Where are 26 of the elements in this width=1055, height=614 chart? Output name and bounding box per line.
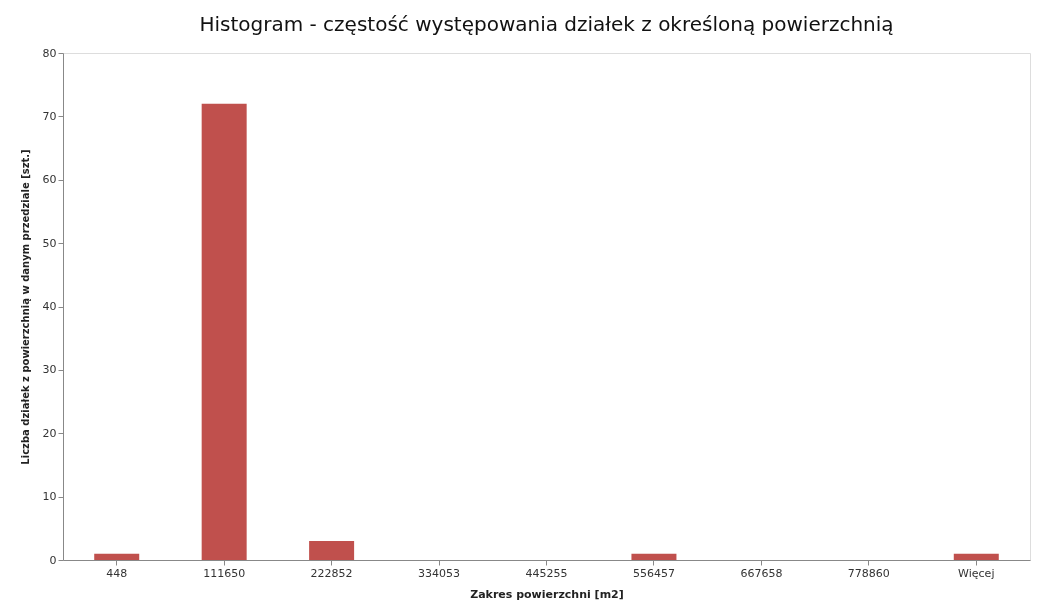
x-tick-label: 111650 (203, 566, 246, 580)
y-tick-label: 60 (42, 173, 57, 187)
y-tick-label: 40 (42, 300, 57, 313)
bar (309, 540, 355, 560)
x-tick-label: 445255 (525, 566, 568, 580)
y-tick-label: 10 (42, 490, 57, 504)
x-tick-label: 334053 (418, 566, 461, 580)
chart-title: Histogram - częstość występowania działek z określoną powierzchnią (199, 12, 894, 36)
y-tick-label: 80 (42, 46, 57, 60)
x-tick-label: 778860 (847, 566, 890, 580)
bar (631, 553, 677, 560)
x-tick-label: 556457 (632, 566, 675, 580)
x-tick-label: 448 (106, 566, 128, 580)
y-tick-label: 30 (42, 363, 57, 377)
y-tick-label: 70 (42, 109, 57, 123)
bar (201, 103, 247, 560)
y-tick-label: 50 (42, 236, 57, 250)
x-axis-title: Zakres powierzchni [m2] (470, 587, 624, 601)
y-axis-title: Liczba działek z powierzchnią w danym przedziale [szt.] (19, 149, 31, 465)
x-tick-label: Więcej (958, 566, 995, 580)
bar (953, 553, 999, 560)
y-tick-label: 20 (42, 426, 57, 440)
x-tick-label: 667658 (740, 566, 783, 580)
x-tick-label: 222852 (310, 566, 353, 580)
bar (94, 553, 140, 560)
y-tick-label: 0 (49, 553, 57, 567)
